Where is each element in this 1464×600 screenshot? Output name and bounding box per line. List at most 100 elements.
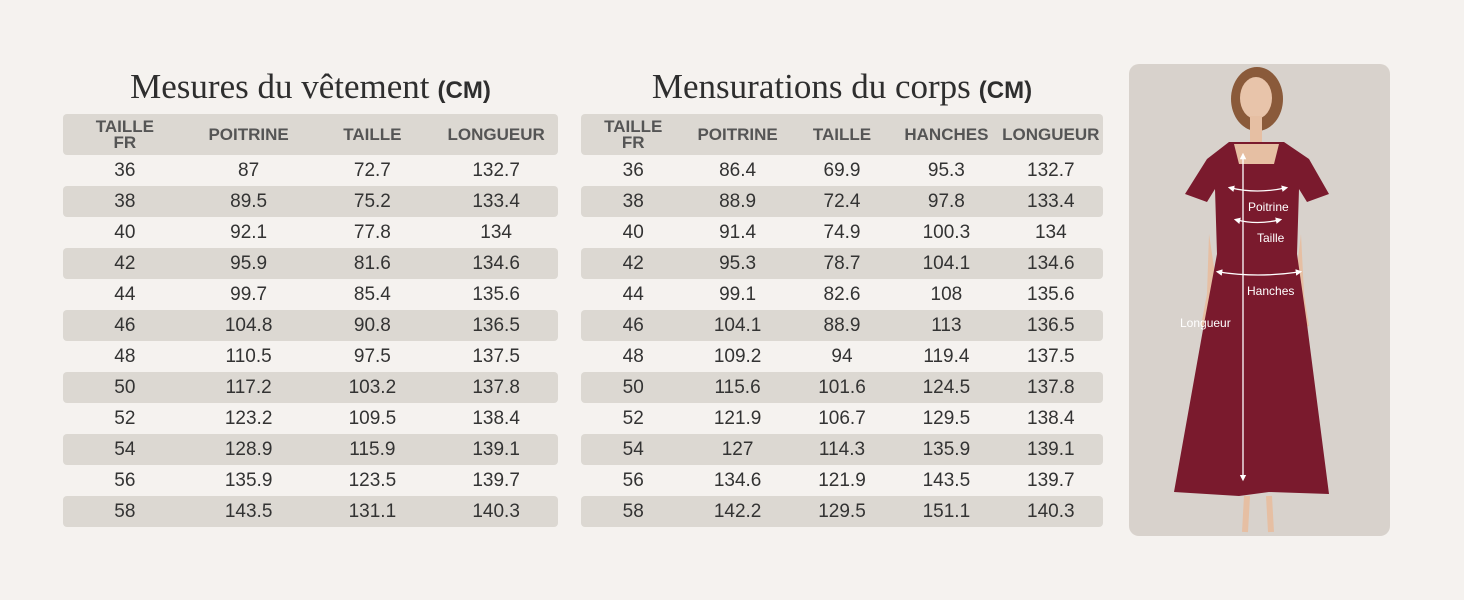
table-cell: 97.5: [353, 345, 391, 367]
header-cell: LONGUEUR: [434, 126, 558, 143]
table-cell: 134: [1034, 221, 1067, 243]
table-cell: 95.9: [230, 252, 268, 274]
table-row: 44 99.7 85.4 135.6: [63, 279, 558, 310]
table-cell: 135.9: [224, 469, 273, 491]
table-cell: 48: [622, 345, 644, 367]
header-row: TAILLE FR POITRINE TAILLE LONGUEUR: [63, 114, 558, 155]
table-cell: 100.3: [922, 221, 971, 243]
chest-line: [1227, 185, 1289, 192]
table-cell: 151.1: [922, 500, 971, 522]
table-cell: 143.5: [224, 500, 273, 522]
table-cell: 123.5: [348, 469, 397, 491]
header-text: POITRINE: [208, 124, 289, 144]
table-cell: 139.1: [472, 438, 520, 460]
table-cell: 106.7: [818, 407, 866, 429]
header-cell: TAILLE: [311, 126, 435, 143]
table-cell: 87: [238, 159, 260, 181]
table-row: 58 142.2 129.5 151.1 140.3: [581, 496, 1103, 527]
table-cell: 38: [622, 190, 644, 212]
table-cell: 56: [114, 469, 136, 491]
table-cell: 99.7: [230, 283, 268, 305]
table-cell: 44: [114, 283, 136, 305]
table-cell: 121.9: [818, 469, 866, 491]
table-cell: 85.4: [353, 283, 391, 305]
table-cell: 50: [622, 376, 644, 398]
table-cell: 124.5: [922, 376, 971, 398]
table-cell: 104.1: [922, 252, 971, 274]
length-label: Longueur: [1180, 316, 1231, 330]
table-row: 56 134.6 121.9 143.5 139.7: [581, 465, 1103, 496]
table-row: 46 104.8 90.8 136.5: [63, 310, 558, 341]
table-cell: 139.1: [1027, 438, 1075, 460]
hips-label: Hanches: [1247, 284, 1294, 298]
table-cell: 134.6: [472, 252, 520, 274]
table-cell: 137.5: [472, 345, 520, 367]
table-cell: 133.4: [1027, 190, 1075, 212]
table-cell: 137.5: [1027, 345, 1075, 367]
table-row: 52 121.9 106.7 129.5 138.4: [581, 403, 1103, 434]
table-cell: 104.8: [224, 314, 273, 336]
table-cell: 115.9: [349, 438, 396, 460]
table-cell: 52: [114, 407, 136, 429]
table-cell: 56: [622, 469, 644, 491]
header-cell: LONGUEUR: [999, 124, 1103, 144]
table-cell: 123.2: [224, 407, 273, 429]
table-cell: 91.4: [719, 221, 757, 243]
table-cell: 139.7: [1027, 469, 1075, 491]
waist-label: Taille: [1257, 231, 1285, 245]
title-unit: (CM): [437, 77, 491, 104]
table-cell: 69.9: [823, 159, 861, 181]
table-row: 52 123.2 109.5 138.4: [63, 403, 558, 434]
table-cell: 140.3: [472, 500, 520, 522]
table-cell: 134.6: [1027, 252, 1075, 274]
table-cell: 77.8: [353, 221, 391, 243]
table-row: 56 135.9 123.5 139.7: [63, 465, 558, 496]
table-cell: 42: [622, 252, 644, 274]
table-row: 40 92.1 77.8 134: [63, 217, 558, 248]
header-cell: HANCHES: [894, 124, 998, 144]
table-cell: 72.4: [823, 190, 861, 212]
table-cell: 117.2: [225, 376, 272, 398]
table-cell: 127: [721, 438, 754, 460]
table-row: 50 117.2 103.2 137.8: [63, 372, 558, 403]
table-cell: 46: [622, 314, 644, 336]
header-cell: POITRINE: [685, 126, 789, 143]
table-cell: 143.5: [922, 469, 971, 491]
table-row: 36 87 72.7 132.7: [63, 155, 558, 186]
table-cell: 46: [114, 314, 136, 336]
table-cell: 132.7: [472, 159, 520, 181]
table-cell: 50: [114, 376, 136, 398]
table-row: 58 143.5 131.1 140.3: [63, 496, 558, 527]
table-cell: 103.2: [348, 376, 397, 398]
body-table: Mensurations du corps (CM) TAILLE FR POITRI…: [581, 64, 1103, 527]
table-cell: 97.8: [927, 190, 965, 212]
table-row: 38 88.9 72.4 97.8 133.4: [581, 186, 1103, 217]
header-text: HANCHES: [904, 124, 989, 144]
table-cell: 133.4: [472, 190, 520, 212]
table-cell: 138.4: [472, 407, 520, 429]
header-text: TAILLE FR: [95, 116, 154, 152]
header-text: LONGUEUR: [1002, 124, 1100, 144]
table-cell: 136.5: [1027, 314, 1075, 336]
table-cell: 99.1: [719, 283, 757, 305]
table-cell: 135.9: [922, 438, 971, 460]
table-cell: 88.9: [823, 314, 861, 336]
table-row: 48 110.5 97.5 137.5: [63, 341, 558, 372]
table-cell: 136.5: [472, 314, 520, 336]
header-text: TAILLE FR: [604, 116, 663, 152]
table-row: 54 127 114.3 135.9 139.1: [581, 434, 1103, 465]
table-row: 40 91.4 74.9 100.3 134: [581, 217, 1103, 248]
table-cell: 94: [831, 345, 853, 367]
table-cell: 135.6: [1027, 283, 1075, 305]
legs: [1242, 495, 1274, 533]
table-cell: 129.5: [922, 407, 971, 429]
table-cell: 72.7: [353, 159, 391, 181]
table-cell: 128.9: [224, 438, 273, 460]
title-text: Mesures du vêtement: [130, 67, 430, 106]
header-cell: TAILLE: [790, 126, 894, 143]
table-cell: 36: [622, 159, 644, 181]
table-row: 42 95.9 81.6 134.6: [63, 248, 558, 279]
table-cell: 138.4: [1027, 407, 1075, 429]
table-row: 46 104.1 88.9 113 136.5: [581, 310, 1103, 341]
